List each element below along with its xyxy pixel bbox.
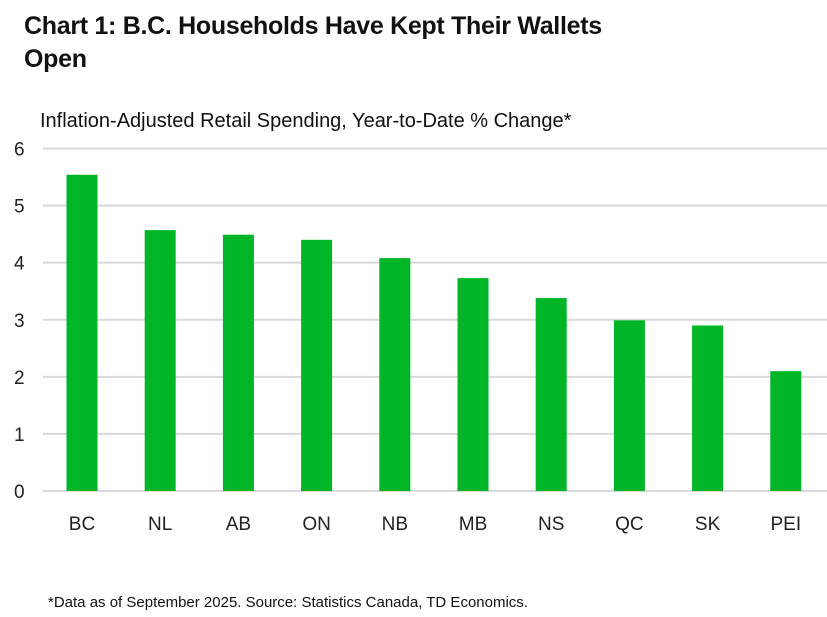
bar-mb	[457, 278, 489, 491]
x-tick-label: MB	[459, 514, 488, 535]
bar-ns	[535, 298, 567, 491]
bar-ab	[222, 234, 254, 491]
x-tick-label: NS	[538, 514, 564, 535]
chart-title: Chart 1: B.C. Households Have Kept Their…	[24, 12, 602, 73]
bar-on	[301, 239, 333, 491]
bar-nl	[144, 230, 176, 492]
x-tick-label: QC	[615, 514, 644, 535]
y-tick-label: 5	[14, 197, 25, 218]
x-tick-label: AB	[226, 514, 251, 535]
x-tick-label: NL	[148, 514, 172, 535]
bar-pei	[770, 371, 802, 491]
bar-bc	[66, 174, 98, 491]
bar-nb	[379, 258, 411, 491]
y-tick-label: 3	[14, 311, 25, 332]
x-tick-label: PEI	[770, 514, 801, 535]
footnote: *Data as of September 2025. Source: Stat…	[48, 594, 528, 611]
x-tick-label: BC	[69, 514, 95, 535]
y-tick-label: 2	[14, 368, 25, 389]
x-tick-label: ON	[302, 514, 331, 535]
y-tick-label: 1	[14, 425, 25, 446]
y-tick-label: 4	[14, 254, 25, 275]
x-tick-label: NB	[382, 514, 408, 535]
y-tick-label: 0	[14, 482, 25, 503]
bar-qc	[613, 320, 645, 491]
bar-sk	[692, 325, 724, 491]
y-tick-label: 6	[14, 140, 25, 161]
chart-subtitle: Inflation-Adjusted Retail Spending, Year…	[40, 110, 572, 132]
x-tick-label: SK	[695, 514, 721, 535]
